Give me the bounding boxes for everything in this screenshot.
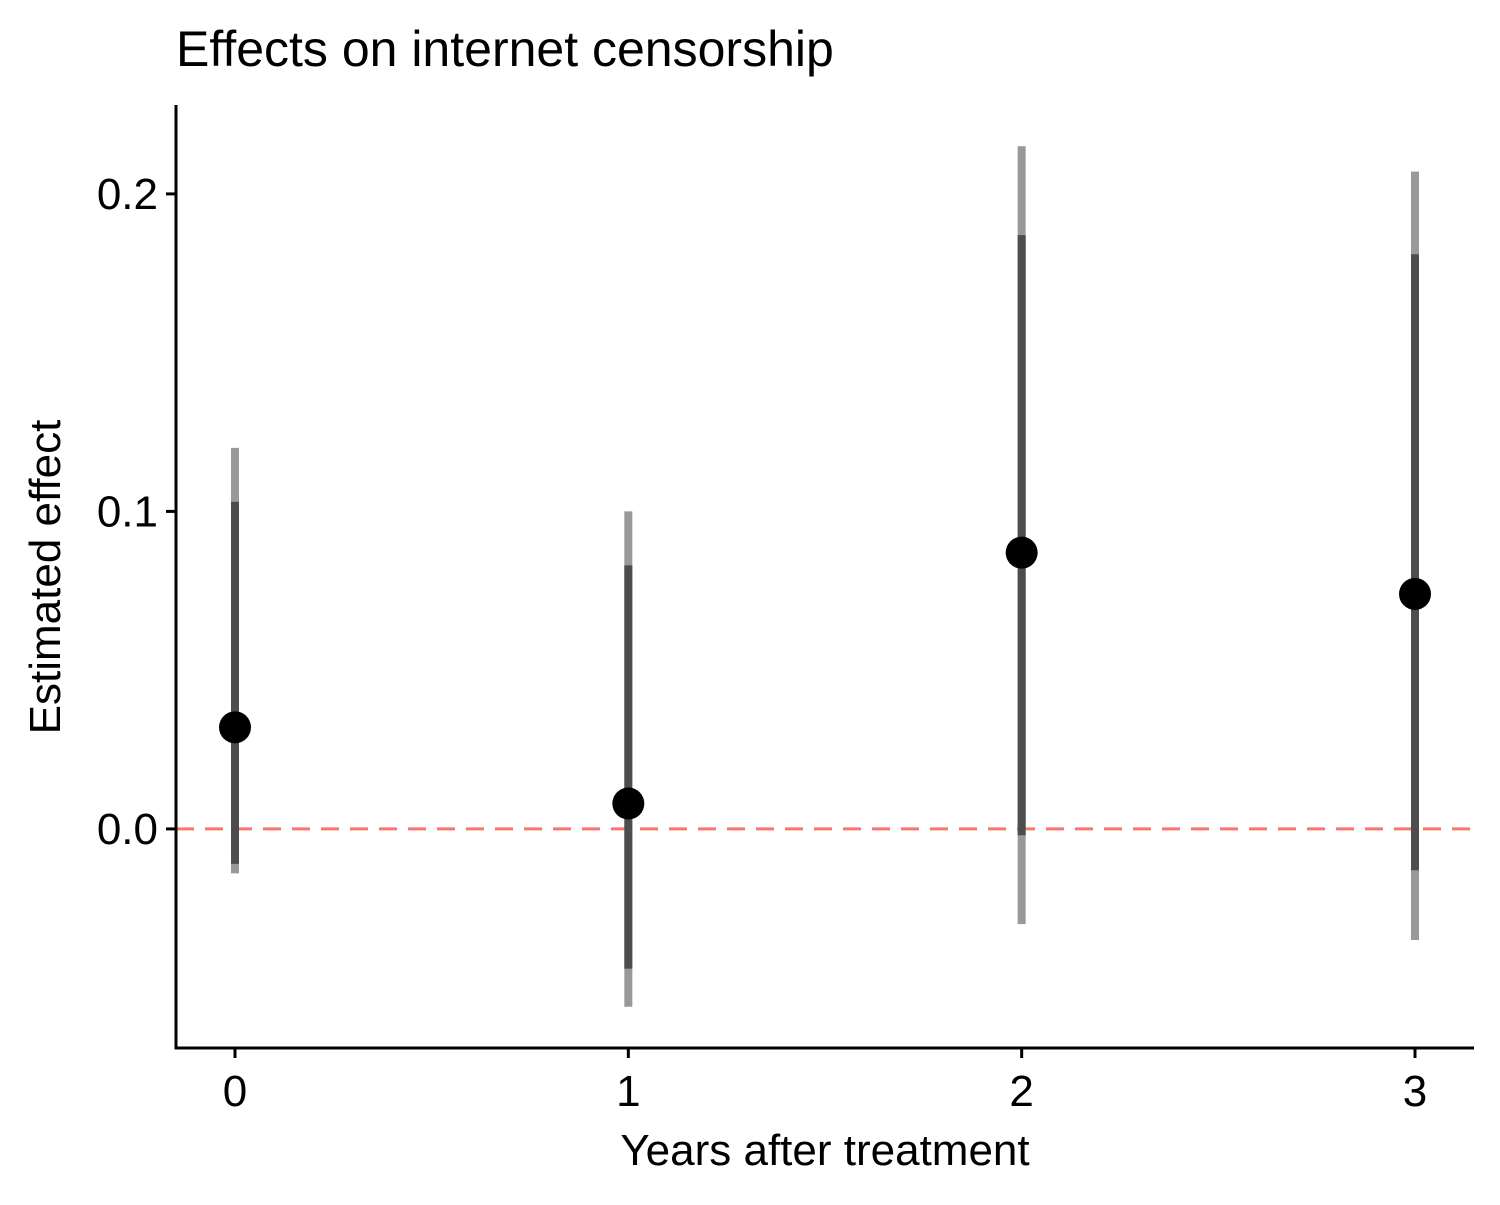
x-tick-label-0: 0 [223, 1067, 247, 1116]
confidence-interval-layer [231, 146, 1419, 1007]
estimate-point-1 [612, 787, 645, 820]
x-tick-label-3: 3 [1403, 1067, 1427, 1116]
estimate-point-2 [1005, 536, 1038, 569]
estimate-point-layer [219, 536, 1431, 820]
x-axis-ticks: 0 1 2 3 [223, 1048, 1427, 1116]
y-tick-label-0: 0.0 [97, 805, 158, 854]
y-axis-label: Estimated effect [21, 420, 70, 735]
x-tick-label-1: 1 [616, 1067, 640, 1116]
x-axis-label: Years after treatment [620, 1126, 1029, 1175]
y-tick-label-2: 0.2 [97, 170, 158, 219]
estimate-point-0 [219, 711, 251, 744]
x-tick-label-2: 2 [1009, 1067, 1033, 1116]
y-tick-label-1: 0.1 [97, 487, 158, 536]
estimate-point-3 [1399, 577, 1431, 610]
chart-title: Effects on internet censorship [176, 21, 834, 77]
y-axis-ticks: 0.0 0.1 0.2 [97, 170, 176, 854]
